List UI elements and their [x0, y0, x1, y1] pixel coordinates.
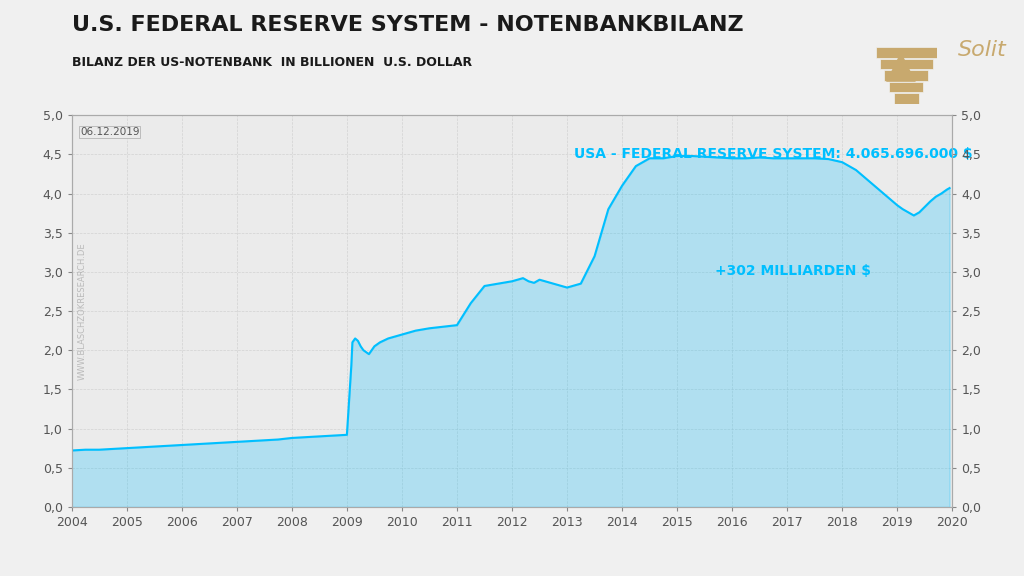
Text: USA - FEDERAL RESERVE SYSTEM: 4.065.696.000 $: USA - FEDERAL RESERVE SYSTEM: 4.065.696.…	[573, 146, 972, 161]
FancyBboxPatch shape	[880, 59, 933, 69]
Text: U.S. FEDERAL RESERVE SYSTEM - NOTENBANKBILANZ: U.S. FEDERAL RESERVE SYSTEM - NOTENBANKB…	[72, 14, 743, 35]
FancyBboxPatch shape	[884, 70, 929, 81]
Text: +302 MILLIARDEN $: +302 MILLIARDEN $	[715, 264, 870, 278]
FancyBboxPatch shape	[889, 82, 924, 92]
FancyBboxPatch shape	[876, 47, 937, 58]
FancyBboxPatch shape	[894, 93, 919, 104]
Text: Solit: Solit	[957, 40, 1007, 60]
Text: WWW.BLASCHZOKRESEARCH.DE: WWW.BLASCHZOKRESEARCH.DE	[78, 242, 87, 380]
Text: BILANZ DER US-NOTENBANK  IN BILLIONEN  U.S. DOLLAR: BILANZ DER US-NOTENBANK IN BILLIONEN U.S…	[72, 56, 472, 69]
Text: ▲: ▲	[886, 46, 916, 84]
Text: 06.12.2019: 06.12.2019	[80, 127, 139, 137]
